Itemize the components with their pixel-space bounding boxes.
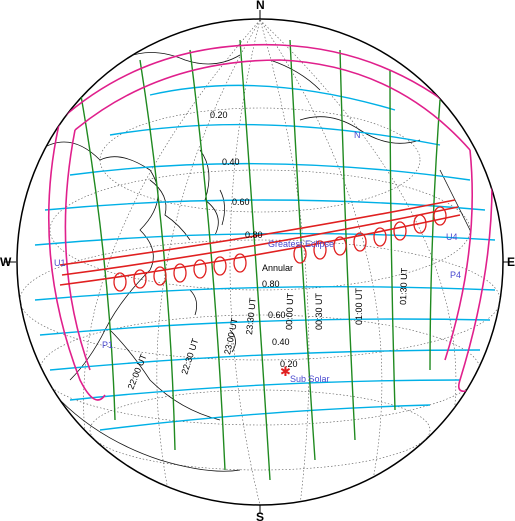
greatest-eclipse-label: Greatest Eclipse — [268, 239, 334, 249]
magnitude-label: 0.40 — [222, 157, 240, 167]
compass-south: S — [256, 510, 264, 521]
sub-solar-label: Sub Solar — [290, 374, 330, 384]
compass-west: W — [0, 255, 12, 269]
magnitude-label: 0.20 — [280, 359, 298, 369]
magnitude-label: 0.60 — [268, 310, 286, 320]
u1-label: U1 — [54, 258, 66, 268]
ut-label: 01:30 UT — [398, 267, 409, 305]
magnitude-label: 0.60 — [232, 197, 250, 207]
ut-label: 01:00 UT — [354, 287, 364, 325]
ut-label: 00:00 UT — [284, 292, 295, 330]
limit-curves — [47, 43, 493, 401]
magnitude-label: 0.40 — [272, 337, 290, 347]
p4-label: P4 — [450, 270, 461, 280]
magnitude-label: 0.80 — [245, 230, 263, 240]
ut-lines — [79, 39, 441, 481]
magnitude-label: 0.20 — [210, 110, 228, 120]
ut-label: 00:30 UT — [314, 292, 324, 330]
compass-north: N — [256, 0, 265, 12]
compass-east: E — [507, 255, 515, 269]
eclipse-path — [59, 199, 461, 286]
magnitude-label: 0.80 — [262, 279, 280, 289]
annular-label: Annular — [262, 263, 293, 273]
umbra-ellipses — [113, 206, 447, 292]
sub-solar-icon: ✱ — [280, 365, 291, 380]
p1-label: P1 — [102, 340, 113, 350]
ut-label: 23:30 UT — [244, 297, 258, 335]
u4-label: U4 — [446, 232, 458, 242]
northern-limit-label: N — [354, 130, 361, 140]
